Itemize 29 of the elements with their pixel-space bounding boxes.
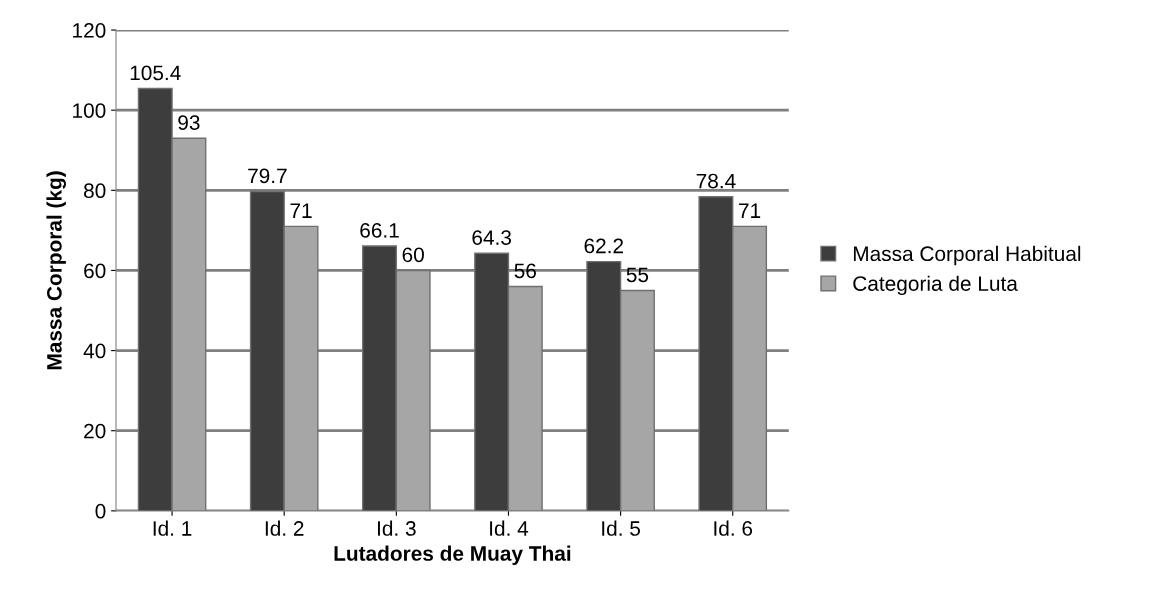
- legend-label: Categoria de Luta: [853, 275, 1018, 296]
- data-label: 64.3: [472, 230, 512, 245]
- legend-label: Massa Corporal Habitual: [853, 245, 1081, 266]
- data-label: 56: [514, 263, 536, 279]
- x-tick-label: Id. 3: [377, 520, 416, 536]
- y-axis-title: Massa Corporal (kg): [46, 171, 66, 370]
- y-tick-label: 0: [95, 503, 106, 519]
- data-label: 78.4: [696, 173, 736, 189]
- y-tick-label: 40: [83, 343, 106, 359]
- x-axis-title: Lutadores de Muay Thai: [334, 545, 571, 565]
- data-label: 60: [402, 247, 424, 263]
- x-tick-label: Id. 6: [714, 520, 753, 536]
- y-tick-label: 60: [84, 263, 106, 279]
- data-label: 55: [626, 267, 649, 283]
- y-tick-label: 80: [84, 183, 106, 199]
- y-tick-label: 20: [84, 423, 106, 439]
- data-label: 79.7: [248, 168, 287, 184]
- x-tick-label: Id. 4: [490, 520, 529, 536]
- data-label: 71: [739, 203, 761, 218]
- y-tick-label: 100: [73, 103, 106, 118]
- data-label: 93: [178, 115, 200, 130]
- y-tick-label: 120: [73, 23, 106, 38]
- x-tick-label: Id. 5: [602, 520, 640, 536]
- data-label: 66.1: [360, 222, 399, 238]
- x-tick-label: Id. 1: [153, 520, 192, 536]
- x-tick-label: Id. 2: [265, 520, 304, 536]
- data-label: 71: [290, 203, 312, 218]
- data-label: 62.2: [584, 238, 624, 254]
- data-label: 105.4: [130, 65, 181, 81]
